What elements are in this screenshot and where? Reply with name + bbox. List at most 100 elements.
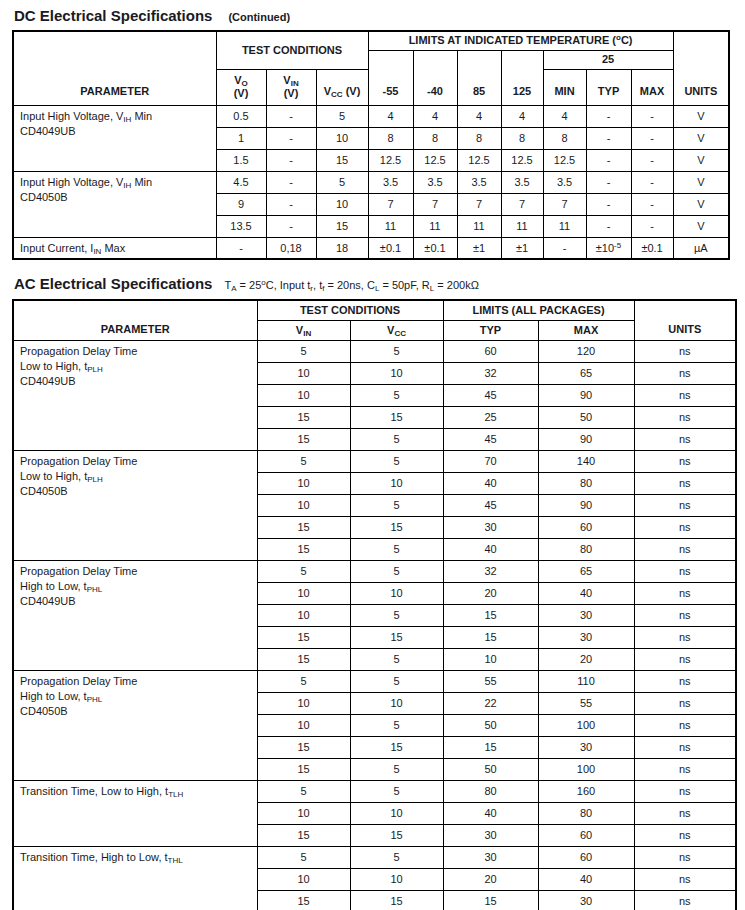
value-cell: 9 <box>216 193 266 215</box>
value-cell: 5 <box>350 758 443 780</box>
value-cell: 10 <box>350 472 443 494</box>
value-cell: 8 <box>457 127 501 149</box>
value-cell: 70 <box>443 450 538 472</box>
value-cell: - <box>631 215 673 237</box>
dc-table-body: Input High Voltage, VIH MinCD4049UB0.5-5… <box>13 105 729 259</box>
value-cell: - <box>543 237 586 259</box>
dc-temp-header-25: 25 <box>543 50 673 69</box>
value-cell: 10 <box>316 127 368 149</box>
value-cell: - <box>586 105 631 127</box>
value-cell: 60 <box>538 846 634 868</box>
value-cell: 11 <box>543 215 586 237</box>
value-cell: 30 <box>538 736 634 758</box>
value-cell: ns <box>634 692 736 714</box>
value-cell: - <box>266 171 316 193</box>
value-cell: 5 <box>316 171 368 193</box>
value-cell: 5 <box>350 450 443 472</box>
value-cell: 80 <box>538 472 634 494</box>
value-cell: 45 <box>443 384 538 406</box>
value-cell: 10 <box>257 362 350 384</box>
value-cell: 10 <box>257 714 350 736</box>
value-cell: 5 <box>257 846 350 868</box>
value-cell: ns <box>634 494 736 516</box>
parameter-cell: Input Current, IIN Max <box>13 237 216 259</box>
value-cell: 1 <box>216 127 266 149</box>
value-cell: ns <box>634 538 736 560</box>
value-cell: 5 <box>350 780 443 802</box>
value-cell: - <box>631 127 673 149</box>
value-cell: 15 <box>316 149 368 171</box>
value-cell: ns <box>634 890 736 910</box>
dc-min-header: MIN <box>543 69 586 105</box>
value-cell: 8 <box>501 127 543 149</box>
value-cell: V <box>673 171 729 193</box>
table-header-row: PARAMETER TEST CONDITIONS LIMITS (ALL PA… <box>13 300 736 320</box>
value-cell: 55 <box>443 670 538 692</box>
value-cell: 100 <box>538 714 634 736</box>
value-cell: 32 <box>443 362 538 384</box>
ac-max-header: MAX <box>538 320 634 340</box>
value-cell: 15 <box>257 428 350 450</box>
value-cell: ns <box>634 802 736 824</box>
value-cell: 4 <box>457 105 501 127</box>
value-cell: 11 <box>413 215 457 237</box>
ac-limits-header: LIMITS (ALL PACKAGES) <box>443 300 634 320</box>
value-cell: 10 <box>257 868 350 890</box>
value-cell: 60 <box>538 824 634 846</box>
ac-table-body: Propagation Delay TimeLow to High, tPLHC… <box>13 340 736 910</box>
value-cell: 40 <box>538 582 634 604</box>
value-cell: 30 <box>538 626 634 648</box>
value-cell: 15 <box>257 890 350 910</box>
value-cell: ns <box>634 406 736 428</box>
dc-spec-table: PARAMETER TEST CONDITIONS LIMITS AT INDI… <box>12 30 730 260</box>
dc-temp-header-minus55: -55 <box>368 50 413 105</box>
dc-table-header: PARAMETER TEST CONDITIONS LIMITS AT INDI… <box>13 31 729 105</box>
value-cell: ±1 <box>501 237 543 259</box>
value-cell: 7 <box>413 193 457 215</box>
value-cell: ns <box>634 340 736 362</box>
value-cell: 32 <box>443 560 538 582</box>
value-cell: 90 <box>538 494 634 516</box>
ac-section-title: AC Electrical Specifications <box>14 275 212 292</box>
dc-vcc-header: VCC (V) <box>316 69 368 105</box>
value-cell: ±10-5 <box>586 237 631 259</box>
value-cell: 13.5 <box>216 215 266 237</box>
table-row: Transition Time, High to Low, tTHL553060… <box>13 846 736 868</box>
value-cell: 5 <box>257 780 350 802</box>
value-cell: 55 <box>538 692 634 714</box>
value-cell: 15 <box>316 215 368 237</box>
value-cell: 0.5 <box>216 105 266 127</box>
value-cell: 10 <box>316 193 368 215</box>
value-cell: 5 <box>350 846 443 868</box>
value-cell: 45 <box>443 428 538 450</box>
value-cell: ns <box>634 384 736 406</box>
value-cell: ns <box>634 626 736 648</box>
value-cell: 10 <box>257 494 350 516</box>
value-cell: V <box>673 105 729 127</box>
parameter-cell: Propagation Delay TimeHigh to Low, tPHLC… <box>13 560 257 670</box>
value-cell: 50 <box>443 758 538 780</box>
table-row: Propagation Delay TimeHigh to Low, tPHLC… <box>13 670 736 692</box>
value-cell: 4 <box>413 105 457 127</box>
dc-temp-header-125: 125 <box>501 50 543 105</box>
value-cell: 4 <box>501 105 543 127</box>
value-cell: 5 <box>350 714 443 736</box>
value-cell: - <box>266 215 316 237</box>
ac-section-heading: AC Electrical SpecificationsTA = 25oC, I… <box>14 275 745 294</box>
value-cell: 90 <box>538 384 634 406</box>
value-cell: 80 <box>538 802 634 824</box>
value-cell: 15 <box>443 626 538 648</box>
value-cell: 10 <box>350 362 443 384</box>
dc-temp-header-minus40: -40 <box>413 50 457 105</box>
value-cell: ns <box>634 560 736 582</box>
value-cell: 140 <box>538 450 634 472</box>
dc-continued-label: (Continued) <box>228 11 290 23</box>
value-cell: 100 <box>538 758 634 780</box>
value-cell: ns <box>634 472 736 494</box>
dc-vo-header: VO(V) <box>216 69 266 105</box>
value-cell: 15 <box>257 648 350 670</box>
value-cell: 3.5 <box>501 171 543 193</box>
value-cell: ns <box>634 736 736 758</box>
value-cell: 5 <box>350 428 443 450</box>
value-cell: 15 <box>257 758 350 780</box>
